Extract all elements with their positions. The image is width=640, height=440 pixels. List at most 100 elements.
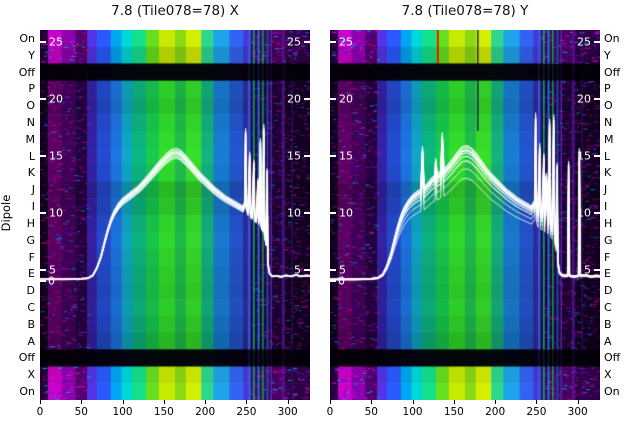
- y-zero-label: 0: [48, 274, 55, 288]
- y-tick-label: 20: [339, 92, 353, 106]
- y-tick-label: 5: [339, 263, 346, 277]
- row-label: Off: [604, 65, 621, 79]
- y-tick-mark: [330, 269, 336, 271]
- row-label: B: [27, 317, 35, 331]
- y-tick-label: 15: [49, 149, 63, 163]
- x-tick-mark: [453, 400, 455, 404]
- row-label: P: [28, 82, 35, 96]
- row-label: L: [28, 149, 35, 163]
- heatmap-panel-y: [330, 30, 600, 400]
- row-label: H: [604, 216, 613, 230]
- y-tick-mark: [304, 41, 310, 43]
- row-label: Y: [604, 48, 611, 62]
- x-tick-mark: [122, 400, 124, 404]
- y-tick-mark: [594, 41, 600, 43]
- x-tick-mark: [163, 400, 165, 404]
- x-tick-label: 200: [485, 406, 506, 418]
- row-label: Y: [28, 48, 35, 62]
- x-tick-mark: [287, 400, 289, 404]
- y-tick-mark: [304, 155, 310, 157]
- y-tick-mark: [40, 155, 46, 157]
- y-tick-label: 10: [49, 206, 63, 220]
- x-tick-label: 150: [443, 406, 464, 418]
- y-tick-label: 5: [294, 263, 301, 277]
- row-label: J: [604, 183, 608, 197]
- x-tick-label: 0: [36, 406, 44, 418]
- row-label: On: [19, 385, 35, 399]
- x-tick-label: 50: [364, 406, 378, 418]
- x-tick-label: 250: [236, 406, 257, 418]
- x-tick-mark: [536, 400, 538, 404]
- row-label: G: [604, 233, 613, 247]
- y-tick-mark: [594, 212, 600, 214]
- row-label: K: [604, 166, 612, 180]
- y-zero-tick-mark: [40, 280, 46, 282]
- y-tick-mark: [40, 98, 46, 100]
- row-label: K: [27, 166, 35, 180]
- y-tick-mark: [40, 41, 46, 43]
- row-label: I: [31, 200, 35, 214]
- y-tick-label: 25: [577, 35, 591, 49]
- x-tick-mark: [330, 400, 331, 404]
- row-label: F: [604, 250, 611, 264]
- row-label: N: [26, 116, 35, 129]
- x-tick-label: 300: [277, 406, 298, 418]
- y-tick-label: 15: [577, 149, 591, 163]
- x-tick-mark: [371, 400, 373, 404]
- right-panel-title: 7.8 (Tile078=78) Y: [401, 3, 529, 19]
- heatmap-panel-x: [40, 30, 310, 400]
- left-panel-title: 7.8 (Tile078=78) X: [111, 3, 239, 19]
- x-tick-label: 150: [153, 406, 174, 418]
- row-label: B: [604, 317, 612, 331]
- x-tick-mark: [205, 400, 207, 404]
- row-label: A: [27, 334, 35, 348]
- y-tick-mark: [594, 155, 600, 157]
- row-label: J: [31, 183, 35, 197]
- y-tick-label: 15: [339, 149, 353, 163]
- x-tick-label: 100: [402, 406, 423, 418]
- x-tick-mark: [81, 400, 83, 404]
- y-tick-mark: [330, 98, 336, 100]
- row-label: P: [604, 82, 611, 96]
- y-tick-mark: [330, 212, 336, 214]
- x-tick-label: 50: [74, 406, 88, 418]
- x-tick-label: 0: [326, 406, 334, 418]
- y-tick-mark: [40, 212, 46, 214]
- y-tick-label: 10: [287, 206, 301, 220]
- y-tick-mark: [304, 212, 310, 214]
- row-label: I: [604, 200, 608, 214]
- row-label: M: [25, 132, 36, 146]
- x-tick-label: 250: [526, 406, 547, 418]
- row-label: O: [26, 99, 35, 113]
- row-label: A: [604, 334, 612, 348]
- x-tick-mark: [412, 400, 414, 404]
- x-tick-label: 100: [112, 406, 133, 418]
- row-label: E: [28, 267, 35, 281]
- row-label: L: [604, 149, 611, 163]
- y-tick-label: 20: [577, 92, 591, 106]
- y-tick-label: 20: [49, 92, 63, 106]
- row-label: H: [26, 216, 35, 230]
- x-tick-label: 300: [567, 406, 588, 418]
- x-tick-mark: [495, 400, 497, 404]
- row-label: G: [26, 233, 35, 247]
- x-tick-mark: [577, 400, 579, 404]
- y-tick-mark: [330, 155, 336, 157]
- row-label: X: [604, 368, 612, 382]
- row-label: Off: [18, 351, 35, 365]
- y-tick-mark: [594, 269, 600, 271]
- row-label: On: [604, 31, 620, 45]
- x-tick-mark: [40, 400, 41, 404]
- row-label: D: [604, 284, 613, 298]
- row-label: N: [604, 116, 613, 129]
- y-tick-label: 10: [339, 206, 353, 220]
- y-tick-mark: [594, 98, 600, 100]
- row-label: On: [604, 385, 620, 399]
- y-tick-label: 10: [577, 206, 591, 220]
- y-tick-mark: [304, 269, 310, 271]
- row-label: C: [604, 301, 612, 314]
- y-tick-mark: [330, 41, 336, 43]
- y-tick-label: 20: [287, 92, 301, 106]
- y-tick-mark: [40, 269, 46, 271]
- row-label: On: [19, 31, 35, 45]
